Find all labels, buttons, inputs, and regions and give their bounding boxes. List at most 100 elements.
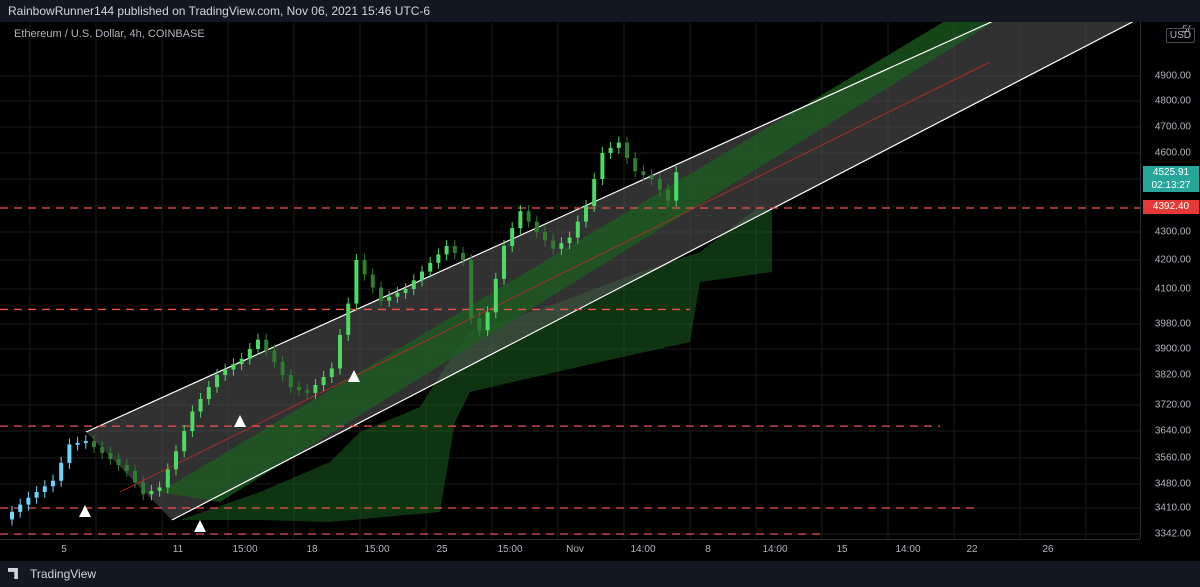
time-tick-label: 14:00 (762, 544, 788, 555)
signal-triangle (234, 415, 246, 427)
candle-body (206, 387, 211, 399)
candle-body (157, 487, 162, 491)
channel-mid-line (119, 61, 991, 493)
candle-body (420, 271, 424, 281)
candle-body (362, 260, 367, 275)
candle-body (198, 399, 203, 412)
price-tick-label: 4900.00 (1154, 70, 1191, 82)
candle-body (649, 175, 654, 179)
candle-body (469, 260, 474, 319)
price-tick-label: 4800.00 (1154, 95, 1191, 107)
candle-body (477, 318, 482, 331)
candle-body (657, 179, 662, 190)
candle-body (559, 243, 564, 249)
candle-body (18, 504, 23, 512)
time-tick-label: 18 (306, 544, 318, 555)
candle-body (190, 411, 195, 431)
candle-body (305, 390, 310, 393)
price-chart[interactable] (0, 22, 1140, 539)
candle-body (502, 246, 506, 279)
price-tick-label: 3480.00 (1154, 478, 1191, 490)
candle-body (329, 368, 334, 377)
candle-body (280, 362, 285, 375)
symbol-legend: Ethereum / U.S. Dollar, 4h, COINBASE (14, 28, 205, 40)
price-tick-label: 3900.00 (1154, 343, 1191, 355)
candle-body (575, 221, 580, 238)
time-tick-label: 14:00 (895, 544, 921, 555)
price-tick-label: 3640.00 (1154, 425, 1191, 437)
price-tick-label: 3720.00 (1154, 399, 1191, 411)
candle-body (100, 447, 105, 453)
time-tick-label: 15 (836, 544, 848, 555)
price-tick-label: 3342.00 (1154, 528, 1191, 540)
channel-inner-fill (160, 22, 994, 502)
channel-upper-line (85, 22, 993, 433)
candle-body (411, 280, 416, 289)
candle-body (247, 349, 252, 359)
candle-body (264, 339, 269, 351)
candle-body (674, 172, 679, 201)
price-tick-label: 4300.00 (1154, 226, 1191, 238)
candle-body (174, 451, 178, 470)
candle-body (116, 459, 121, 466)
candle-body (403, 289, 408, 293)
candle-body (461, 253, 465, 260)
price-scale[interactable]: 5( USD 3342.00 3410.00 3480.00 3560.00 3640.… (1140, 22, 1200, 540)
candle-body (141, 482, 146, 495)
candle-body (239, 358, 244, 365)
signal-triangle (194, 520, 206, 532)
candle-body (436, 254, 441, 263)
tradingview-logo[interactable]: TradingView (8, 567, 96, 581)
candle-body (313, 385, 318, 393)
footer-bar: TradingView (0, 561, 1200, 587)
candle-body (223, 369, 228, 375)
candle-body (625, 142, 629, 159)
candle-body (666, 189, 670, 201)
candle-body (370, 274, 375, 288)
candle-body (510, 228, 515, 246)
candle-body (51, 480, 55, 487)
candle-body (215, 375, 219, 387)
candle-body (608, 147, 613, 153)
candle-body (485, 312, 490, 331)
currency-button[interactable]: USD (1165, 28, 1195, 43)
time-tick-label: 14:00 (630, 544, 656, 555)
level-price-tag: 4392.40 (1143, 200, 1199, 214)
time-tick-label: 15:00 (364, 544, 390, 555)
candle-body (26, 497, 31, 505)
top-partial-label: 5( (1182, 24, 1191, 36)
price-tick-label: 3980.00 (1154, 318, 1191, 330)
time-tick-label: 25 (436, 544, 448, 555)
candle-body (75, 442, 80, 445)
time-tick-label: 26 (1042, 544, 1054, 555)
time-tick-label: 15:00 (232, 544, 258, 555)
candle-body (182, 431, 187, 452)
candle-body (600, 153, 605, 179)
time-tick-label: 15:00 (497, 544, 523, 555)
tv-logo-icon (8, 568, 18, 579)
time-tick-label: 8 (705, 544, 711, 555)
last-price-tag: 4525.91 02:13:27 (1143, 166, 1199, 192)
price-tick-label: 3560.00 (1154, 452, 1191, 464)
candle-body (83, 441, 88, 444)
candle-body (108, 452, 113, 460)
time-tick-label: 11 (172, 544, 184, 555)
time-tick-label: 5 (61, 544, 67, 555)
last-price-value: 4525.91 (1152, 167, 1190, 178)
time-tick-label: 22 (966, 544, 978, 555)
candle-body (297, 387, 301, 390)
publish-bar: RainbowRunner144 published on TradingVie… (0, 0, 1200, 23)
candle-body (395, 292, 400, 297)
candle-body (641, 171, 646, 176)
candle-body (92, 441, 96, 448)
candle-body (67, 444, 72, 463)
time-axis[interactable]: 5 11 15:00 18 15:00 25 15:00 Nov 14:00 8 14:00 15 14… (0, 539, 1140, 561)
bar-countdown: 02:13:27 (1151, 180, 1191, 191)
price-tick-label: 3410.00 (1154, 502, 1191, 514)
candle-body (428, 262, 433, 272)
candle-body (493, 278, 498, 313)
price-tick-label: 4200.00 (1154, 254, 1191, 266)
time-tick-label: Nov (566, 544, 584, 555)
brand-name: TradingView (30, 567, 97, 581)
signal-triangle (79, 505, 91, 517)
